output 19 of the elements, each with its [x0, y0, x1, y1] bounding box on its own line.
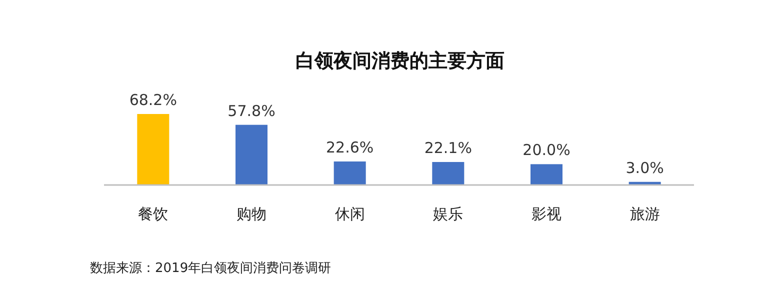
data-label: 22.6% [326, 138, 374, 156]
data-label: 22.1% [424, 138, 472, 157]
bar [432, 162, 464, 185]
x-tick-label: 休闲 [334, 205, 365, 223]
data-label: 57.8% [228, 102, 276, 120]
data-label: 68.2% [129, 91, 177, 109]
chart-title: 白领夜间消费的主要方面 [296, 50, 504, 72]
source-note: 数据来源：2019年白领夜间消费问卷调研 [90, 260, 332, 276]
bar [530, 164, 562, 185]
x-tick-label: 娱乐 [433, 205, 464, 223]
data-label: 20.0% [522, 141, 570, 160]
x-tick-label: 购物 [236, 205, 266, 223]
bar [334, 161, 366, 185]
x-tick-label: 旅游 [630, 205, 660, 223]
x-tick-label: 餐饮 [138, 205, 168, 223]
bar [137, 114, 170, 185]
bar [236, 124, 268, 185]
data-label: 3.0% [626, 158, 664, 177]
x-tick-label: 影视 [532, 205, 562, 223]
